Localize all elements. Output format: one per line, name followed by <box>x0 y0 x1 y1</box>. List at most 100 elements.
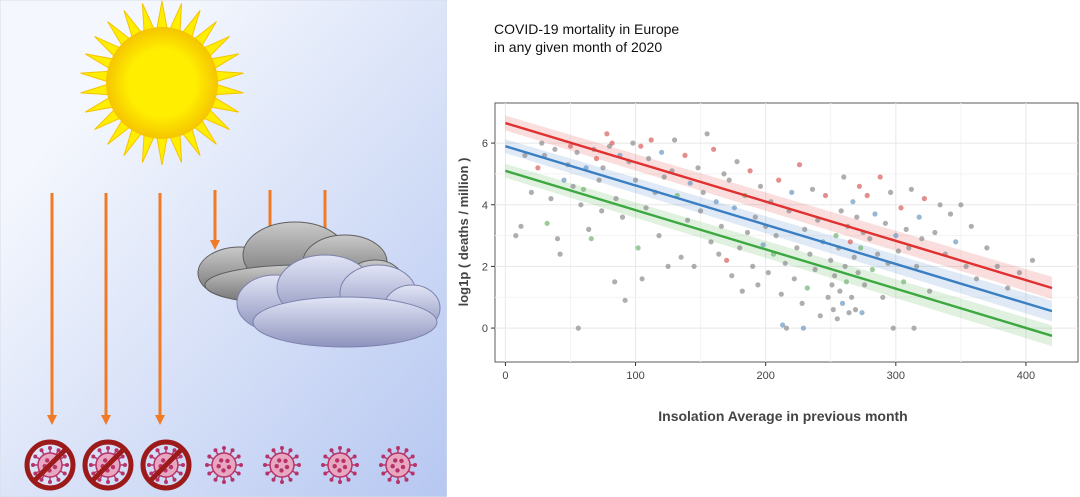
data-point <box>783 325 790 331</box>
data-point <box>877 174 883 180</box>
x-tick-label: 0 <box>502 370 508 382</box>
data-point <box>744 229 751 236</box>
data-point <box>908 186 914 192</box>
data-point <box>834 316 840 322</box>
data-point <box>661 174 667 180</box>
data-point <box>859 310 865 316</box>
virus-icon <box>379 446 417 484</box>
data-point <box>856 183 862 189</box>
data-point <box>539 140 545 146</box>
no-symbol-icon <box>140 439 192 491</box>
data-point <box>963 263 969 269</box>
data-point <box>561 177 567 183</box>
data-point <box>643 205 649 211</box>
data-point <box>578 202 584 208</box>
data-point <box>847 239 853 245</box>
confidence-band-red <box>505 115 1052 300</box>
data-point <box>843 279 849 285</box>
y-tick-label: 4 <box>482 200 488 212</box>
data-point <box>552 146 558 152</box>
data-point <box>958 202 964 208</box>
virus-icon <box>321 446 359 484</box>
y-axis: 0 2 4 6 <box>482 138 495 335</box>
chart-title: COVID-19 mortality in Europe in any give… <box>494 20 679 56</box>
blue-cloud <box>236 254 441 348</box>
data-point <box>609 140 615 146</box>
data-point <box>596 177 602 183</box>
data-point <box>513 233 519 239</box>
data-point <box>880 294 886 300</box>
data-point <box>839 300 846 306</box>
data-point <box>953 239 959 245</box>
data-point <box>760 242 766 248</box>
data-point <box>704 131 710 137</box>
data-point <box>947 211 954 217</box>
fit-line-green <box>505 169 1053 337</box>
data-point <box>593 155 600 162</box>
data-point <box>882 220 888 226</box>
data-point <box>691 263 697 269</box>
data-point <box>984 245 990 251</box>
data-point <box>830 307 836 313</box>
data-point <box>713 199 719 205</box>
data-point <box>588 236 594 242</box>
y-tick-label: 0 <box>482 323 488 335</box>
data-point <box>646 155 652 162</box>
data-point <box>734 159 740 165</box>
data-point <box>648 137 654 143</box>
data-point <box>812 266 818 273</box>
data-point <box>791 276 797 282</box>
data-point <box>973 276 980 282</box>
data-point <box>906 245 912 251</box>
data-point <box>522 152 528 158</box>
data-point <box>711 146 717 152</box>
fit-line-blue <box>505 145 1053 313</box>
data-point <box>932 229 938 236</box>
data-point <box>794 245 800 251</box>
data-point <box>731 205 737 211</box>
data-point <box>893 233 899 239</box>
data-point <box>739 288 745 294</box>
data-point <box>622 297 628 303</box>
data-point <box>757 183 764 189</box>
data-point <box>782 260 788 266</box>
sun-disc <box>106 27 218 139</box>
data-point <box>817 313 823 319</box>
data-point <box>700 189 706 195</box>
data-point <box>828 257 834 263</box>
data-point <box>832 273 838 279</box>
data-point <box>778 291 784 297</box>
data-point <box>518 223 524 229</box>
data-point <box>914 263 920 269</box>
data-point <box>682 152 688 158</box>
data-point <box>721 171 727 177</box>
data-point <box>695 165 701 171</box>
data-point <box>708 239 714 245</box>
data-point <box>864 192 870 199</box>
data-point <box>780 322 786 328</box>
data-point <box>665 263 671 269</box>
data-point <box>685 217 691 223</box>
data-point <box>867 236 873 242</box>
data-point <box>586 226 592 232</box>
x-tick-label: 100 <box>626 370 644 382</box>
data-point <box>903 226 909 232</box>
data-point <box>921 196 927 202</box>
data-point <box>659 149 665 155</box>
data-point <box>570 183 576 189</box>
data-point <box>632 177 639 183</box>
data-point <box>872 211 878 217</box>
data-point <box>789 189 795 195</box>
data-point <box>852 307 859 313</box>
data-point <box>838 208 844 214</box>
data-point <box>901 279 907 285</box>
data-point <box>799 300 805 306</box>
data-point <box>726 177 732 183</box>
fit-line-red <box>505 121 1053 290</box>
data-point <box>842 263 848 269</box>
data-point <box>1005 285 1011 291</box>
data-point <box>638 143 644 149</box>
data-point <box>535 165 541 171</box>
scatter-chart: 0 100 200 300 400 0 2 4 6 Insolation Average in… <box>456 102 1079 424</box>
data-point <box>773 233 779 239</box>
